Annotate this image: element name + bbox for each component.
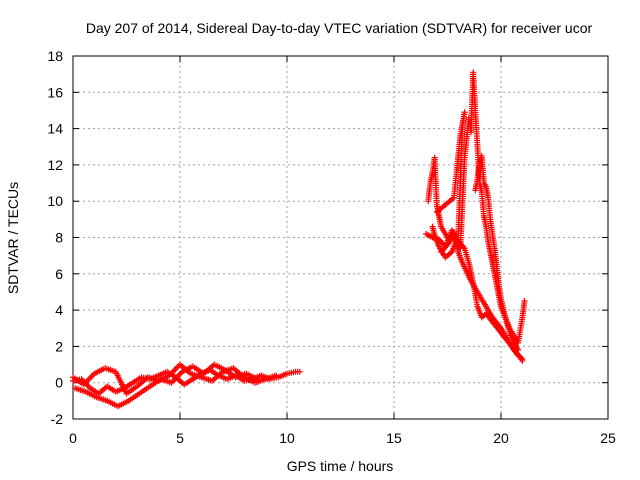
data-point [516,352,523,359]
y-tick-label: 6 [55,266,63,282]
x-tick-label: 20 [493,430,509,446]
series-late-track-e [429,109,468,261]
series-layer [70,69,528,410]
x-tick-label: 0 [69,430,77,446]
grid-lines [73,56,608,419]
data-point [429,223,436,230]
axis-ticks [72,55,609,420]
y-tick-label: 14 [47,121,63,137]
y-axis-label: SDTVAR / TECUs [5,182,21,294]
y-tick-labels: -2 0 2 4 6 8 10 12 14 16 18 [47,48,63,427]
y-tick-label: 16 [47,84,63,100]
x-tick-label: 25 [600,430,616,446]
x-tick-label: 10 [279,430,295,446]
data-point [273,372,280,379]
x-tick-label: 5 [176,430,184,446]
data-point [521,298,528,305]
y-tick-label: 12 [47,157,63,173]
chart-title: Day 207 of 2014, Sidereal Day-to-day VTE… [86,20,593,36]
y-tick-label: 4 [55,302,63,318]
x-axis-label: GPS time / hours [287,458,394,474]
data-point [296,368,303,375]
y-tick-label: 2 [55,338,63,354]
y-tick-label: -2 [51,411,64,427]
data-point [515,347,522,354]
y-tick-label: 18 [47,48,63,64]
series-late-track-d [472,152,522,354]
x-tick-labels: 0 5 10 15 20 25 [69,430,616,446]
y-tick-label: 10 [47,193,63,209]
x-tick-label: 15 [386,430,402,446]
y-tick-label: 8 [55,230,63,246]
y-tick-label: 0 [55,375,63,391]
data-point [519,357,526,364]
data-point [254,376,261,383]
series-early-track-c [72,361,261,410]
